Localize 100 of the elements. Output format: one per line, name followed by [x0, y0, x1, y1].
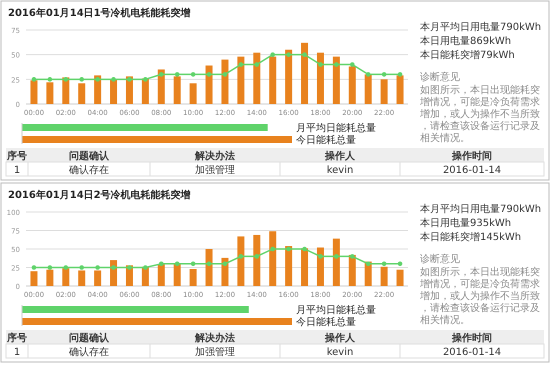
text: 本月平均日用电量790kWh: [420, 21, 542, 33]
point: [32, 265, 36, 270]
point: [334, 254, 339, 259]
text: 解决办法: [194, 332, 235, 344]
point: [222, 262, 228, 266]
bar: [332, 238, 340, 286]
bar: [174, 264, 181, 286]
point: [48, 265, 52, 270]
text: 如图所示，本日出现能耗突增情况，可能是冷负荷需求增加，或人为操作不当所致，请检查该设备运行记录及相关情况。: [419, 266, 540, 326]
point: [382, 262, 386, 266]
point: [286, 52, 291, 57]
bar: [174, 76, 181, 104]
point: [63, 265, 68, 270]
point: [95, 77, 100, 82]
text: 本月平均日用电量790kWh: [420, 203, 542, 215]
bar: [30, 80, 38, 104]
bar: [78, 83, 86, 104]
point: [222, 72, 228, 77]
text: 1: [14, 347, 20, 358]
bar: [396, 75, 404, 104]
chart-title: 2016年01月14日1号冷机电耗能耗突增: [8, 7, 191, 19]
bar: [316, 248, 324, 286]
text: kevin: [326, 347, 354, 358]
bar: [30, 271, 38, 286]
point: [143, 77, 148, 82]
point: [79, 265, 84, 270]
point: [350, 62, 355, 67]
text: 如图所示，本日出现能耗突增情况，可能是冷负荷需求增加，或人为操作不当所致，请检查该设备运行记录及相关情况。: [419, 84, 540, 144]
text: 本日用电量935kWh: [420, 217, 512, 229]
y-tick-label: 今日能耗总量: [296, 316, 356, 328]
text: 本日能耗突增145kWh: [420, 231, 522, 243]
point: [334, 62, 339, 67]
bar: [158, 69, 165, 104]
bar: [142, 78, 149, 104]
text: 解决办法: [194, 150, 235, 162]
text: 2016-01-14: [442, 165, 502, 176]
point: [127, 265, 132, 270]
point: [238, 254, 244, 259]
point: [158, 72, 164, 77]
bar: [301, 248, 308, 286]
point: [32, 77, 36, 82]
text: 操作时间: [451, 332, 492, 344]
text: 本日能耗突增79kWh: [420, 49, 515, 61]
text: 序号: [6, 332, 27, 344]
bar: [237, 236, 244, 286]
text: 确认存在: [68, 346, 109, 358]
bar: [269, 56, 276, 104]
text: 诊断意见: [420, 253, 460, 265]
bar: [190, 83, 197, 104]
bar: [78, 270, 86, 286]
text: 序号: [6, 150, 27, 162]
point: [302, 246, 307, 252]
point: [350, 254, 355, 259]
point: [398, 72, 402, 77]
bar: [46, 82, 54, 104]
y-tick-label: 今日能耗总量: [296, 134, 356, 146]
bar: [285, 50, 292, 104]
point: [95, 265, 100, 270]
text: 加强管理: [195, 346, 235, 358]
point: [366, 72, 371, 77]
text: 加强管理: [195, 164, 235, 176]
text: 操作人: [324, 150, 356, 162]
text: 问题确认: [69, 332, 110, 344]
bar: [285, 246, 292, 286]
point: [206, 262, 212, 266]
point: [254, 254, 260, 259]
bar: [253, 234, 260, 286]
bar: [332, 56, 340, 104]
chart-title: 2016年01月14日2号冷机电耗能耗突增: [8, 189, 191, 201]
bar: [364, 74, 372, 104]
point: [238, 62, 244, 67]
point: [318, 62, 323, 67]
bar: [253, 52, 260, 104]
point: [111, 265, 116, 270]
bar: [348, 254, 356, 286]
bar: [62, 77, 70, 104]
point: [382, 72, 386, 77]
point: [127, 77, 132, 82]
bar: [237, 56, 244, 104]
text: 1: [14, 165, 20, 176]
point: [48, 77, 52, 82]
bar: [316, 52, 324, 104]
point: [190, 72, 196, 77]
y-tick-label: 月平均日能耗总量: [296, 122, 376, 134]
bar: [380, 79, 388, 104]
bar: [396, 270, 404, 286]
point: [270, 52, 276, 57]
point: [366, 262, 371, 266]
point: [254, 62, 260, 67]
point: [286, 246, 291, 252]
text: kevin: [326, 165, 354, 176]
point: [143, 265, 148, 270]
point: [174, 262, 180, 266]
bar: [190, 268, 197, 286]
text: 操作时间: [451, 150, 492, 162]
bar: [94, 270, 102, 286]
text: 确认存在: [68, 164, 109, 176]
bar: [46, 270, 54, 286]
bar: [269, 231, 276, 286]
text: 2016-01-14: [442, 347, 502, 358]
